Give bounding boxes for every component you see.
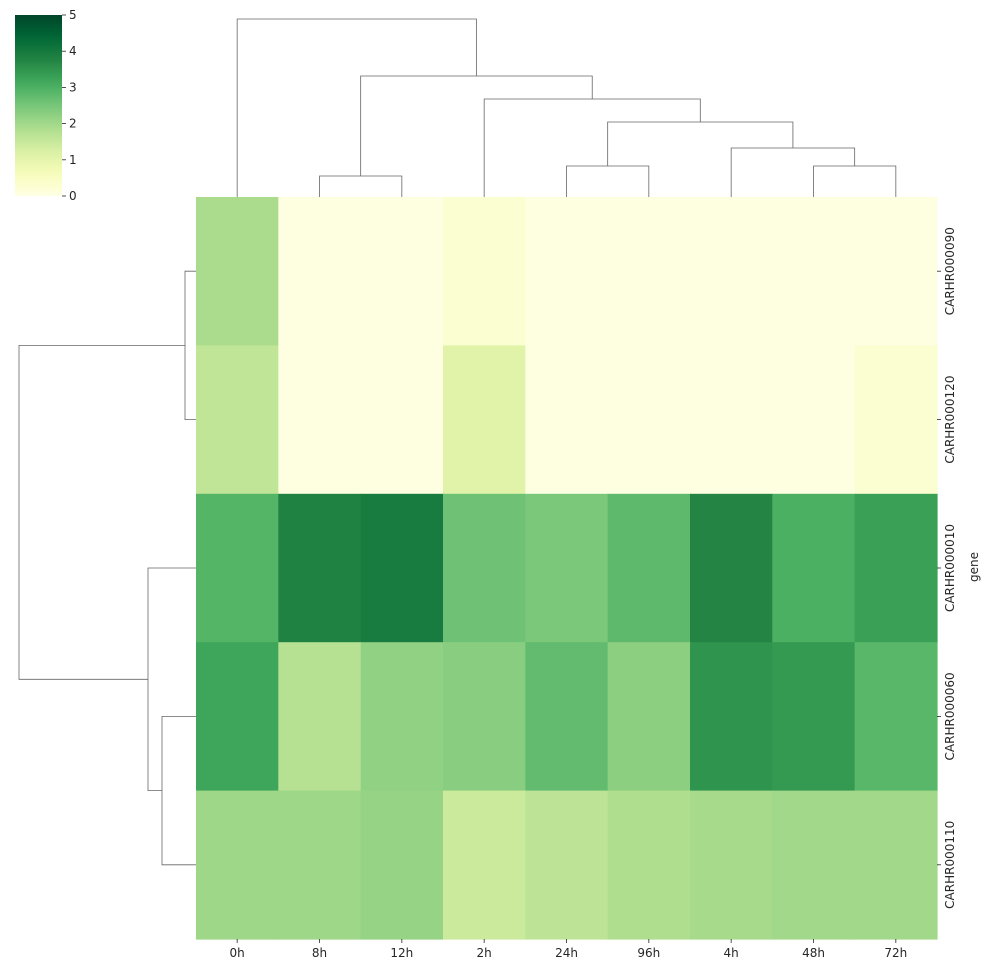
heatmap-cell: [772, 642, 856, 792]
heatmap-cell: [278, 197, 362, 346]
heatmap-cell: [690, 790, 773, 940]
heatmap-cell: [607, 790, 691, 940]
column-dendrogram-link: [236, 18, 477, 197]
heatmap-cell: [443, 493, 526, 643]
heatmap-cell: [772, 197, 856, 346]
heatmap-cell: [360, 790, 444, 940]
heatmap-cell: [360, 197, 444, 346]
heatmap-cell: [772, 493, 856, 643]
column-tick-label: 4h: [724, 946, 739, 960]
heatmap-cell: [196, 345, 279, 495]
heatmap-cell: [525, 345, 609, 495]
colorbar-tick-label: 4: [69, 44, 77, 58]
heatmap-cell: [278, 790, 362, 940]
row-tick-label: CARHR000060: [943, 672, 957, 760]
colorbar: 0 1 2 3 4 5: [15, 8, 77, 203]
column-tick-label: 96h: [637, 946, 660, 960]
column-tick-label: 12h: [390, 946, 413, 960]
column-dendrogram: [236, 18, 897, 197]
column-dendrogram-link: [319, 175, 403, 197]
heatmap-cell: [278, 642, 362, 792]
heatmap-cell: [607, 197, 691, 346]
row-tick-label: CARHR000010: [943, 524, 957, 612]
heatmap-cell: [854, 197, 938, 346]
heatmap-cell: [360, 642, 444, 792]
column-tick-label: 0h: [230, 946, 245, 960]
column-tick-label: 48h: [802, 946, 825, 960]
column-dendrogram-link: [566, 165, 650, 197]
heatmap-cell: [690, 345, 773, 495]
row-dendrogram: [18, 270, 196, 866]
column-dendrogram-link: [607, 121, 794, 166]
heatmap-cell: [772, 790, 856, 940]
heatmap-cell: [443, 197, 526, 346]
row-tick-label: CARHR000090: [943, 227, 957, 315]
heatmap-cell: [854, 642, 938, 792]
heatmap-cell: [854, 790, 938, 940]
heatmap-cell: [607, 345, 691, 495]
row-dendrogram-link: [161, 716, 196, 866]
heatmap-cell: [772, 345, 856, 495]
row-tick-labels: CARHR000090 CARHR000120 CARHR000010 CARHR00…: [937, 227, 957, 909]
heatmap-cells: [196, 197, 938, 940]
colorbar-tick-label: 2: [69, 117, 77, 131]
heatmap-cell: [196, 197, 279, 346]
heatmap-cell: [278, 345, 362, 495]
y-axis-title: gene: [967, 552, 981, 582]
heatmap-cell: [360, 345, 444, 495]
heatmap-cell: [360, 493, 444, 643]
heatmap-cell: [443, 790, 526, 940]
heatmap-cell: [196, 790, 279, 940]
heatmap-cell: [607, 642, 691, 792]
column-tick-labels: 0h 8h 12h 2h 24h 96h 4h 48h 72h: [230, 939, 907, 960]
heatmap-cell: [690, 197, 773, 346]
colorbar-tick-label: 5: [69, 8, 77, 22]
heatmap-cell: [854, 493, 938, 643]
colorbar-tick-label: 1: [69, 153, 77, 167]
colorbar-tick-label: 0: [69, 189, 77, 203]
heatmap-cell: [525, 197, 609, 346]
heatmap-cell: [196, 493, 279, 643]
colorbar-gradient: [15, 15, 62, 196]
column-dendrogram-link: [813, 165, 897, 197]
row-tick-label: CARHR000120: [943, 376, 957, 464]
row-dendrogram-link: [184, 270, 196, 420]
heatmap-cell: [525, 493, 609, 643]
heatmap-cell: [196, 642, 279, 792]
row-tick-label: CARHR000110: [943, 821, 957, 909]
heatmap-cell: [278, 493, 362, 643]
heatmap-cell: [443, 345, 526, 495]
heatmap-cell: [854, 345, 938, 495]
column-tick-label: 2h: [477, 946, 492, 960]
column-tick-label: 72h: [884, 946, 907, 960]
colorbar-ticks: 0 1 2 3 4 5: [62, 8, 77, 203]
heatmap-cell: [690, 642, 773, 792]
colorbar-tick-label: 3: [69, 80, 77, 94]
column-dendrogram-link: [360, 75, 593, 176]
column-dendrogram-link: [730, 147, 856, 197]
column-tick-label: 24h: [555, 946, 578, 960]
heatmap-cell: [607, 493, 691, 643]
heatmap-cell: [443, 642, 526, 792]
heatmap-cell: [690, 493, 773, 643]
column-tick-label: 8h: [312, 946, 327, 960]
column-dendrogram-link: [483, 98, 701, 197]
row-dendrogram-link: [18, 345, 185, 680]
heatmap-cell: [525, 790, 609, 940]
heatmap-cell: [525, 642, 609, 792]
row-dendrogram-link: [147, 567, 196, 791]
